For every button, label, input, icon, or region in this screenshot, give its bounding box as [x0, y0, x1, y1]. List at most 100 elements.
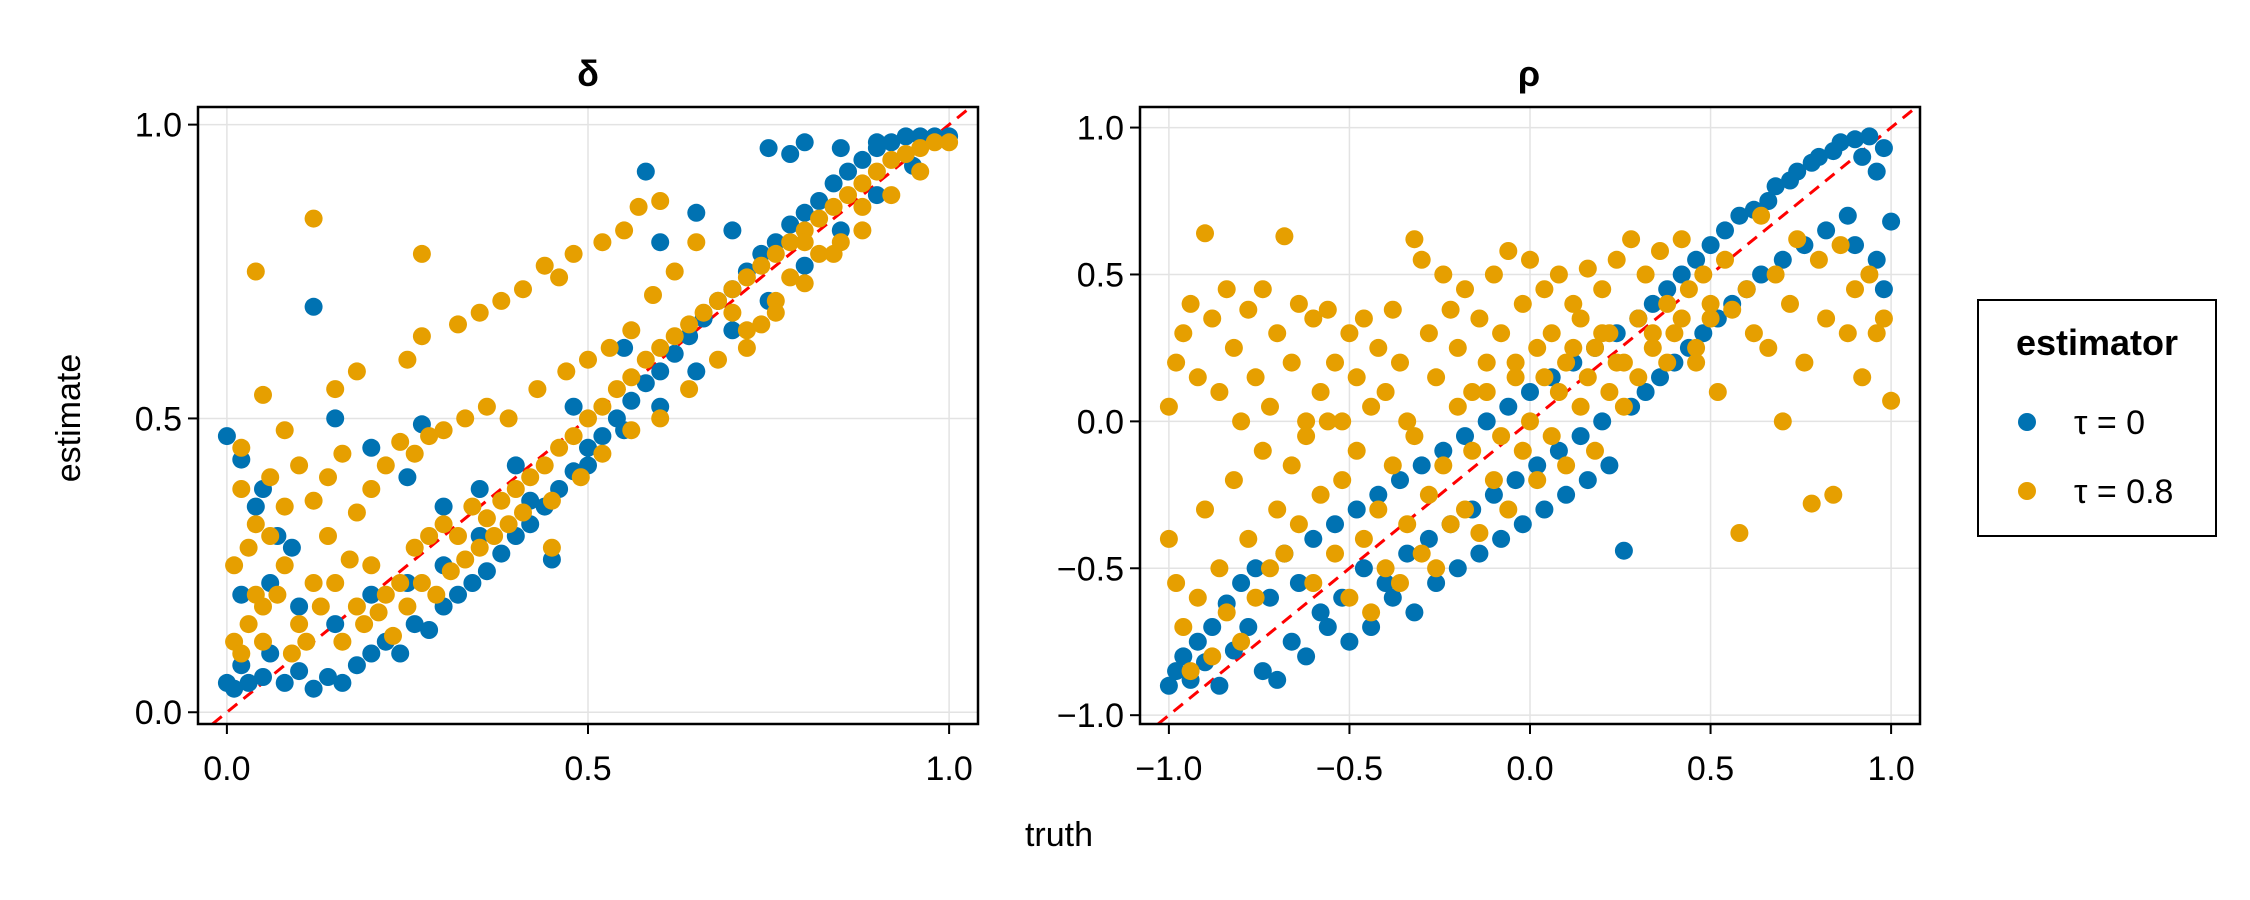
point-delta-s1-138 — [737, 321, 756, 340]
point-delta-s1-126 — [470, 538, 489, 557]
point-rho-s1-56 — [1564, 294, 1583, 313]
point-rho-s1-14 — [1261, 397, 1279, 416]
point-rho-s0-6 — [1203, 618, 1222, 636]
point-delta-s1-41 — [781, 233, 800, 252]
point-rho-s1-111 — [1232, 632, 1251, 651]
point-delta-s1-64 — [492, 291, 511, 310]
point-delta-s0-28 — [593, 427, 612, 446]
point-rho-s0-49 — [1513, 515, 1532, 534]
point-delta-s1-27 — [579, 409, 597, 428]
point-rho-s1-33 — [1398, 412, 1417, 431]
point-rho-s0-100 — [1882, 212, 1901, 231]
point-rho-s1-79 — [1730, 524, 1749, 542]
point-delta-s0-33 — [665, 344, 684, 363]
point-delta-s0-19 — [463, 574, 482, 592]
point-delta-s1-33 — [665, 327, 684, 346]
point-delta-s1-98 — [405, 444, 424, 463]
point-rho-s1-8 — [1217, 280, 1236, 299]
point-rho-s1-108 — [1210, 559, 1229, 578]
point-rho-s0-93 — [1831, 133, 1850, 152]
point-delta-s1-76 — [709, 291, 727, 310]
point-rho-s1-105 — [1188, 588, 1207, 607]
point-rho-s1-92 — [1824, 485, 1843, 504]
point-delta-s0-6 — [275, 673, 294, 692]
point-delta-s1-105 — [557, 362, 576, 381]
point-rho-s1-155 — [1549, 383, 1568, 401]
point-rho-s1-169 — [1687, 338, 1706, 357]
point-delta-s0-74 — [759, 139, 778, 158]
point-rho-s0-43 — [1470, 544, 1489, 563]
point-rho-s1-116 — [1268, 500, 1287, 519]
legend-label-tau-0-8: τ = 0.8 — [2074, 473, 2173, 511]
point-delta-s0-1 — [225, 679, 244, 698]
x-tick-label-rho-2: 0.0 — [1506, 750, 1553, 788]
point-delta-s1-49 — [896, 145, 915, 163]
point-rho-s1-27 — [1354, 309, 1373, 328]
point-delta-s1-25 — [550, 438, 569, 457]
point-delta-s1-104 — [528, 380, 547, 399]
point-rho-s1-143 — [1463, 441, 1482, 460]
point-rho-s1-145 — [1477, 383, 1496, 401]
point-rho-s0-19 — [1297, 647, 1316, 666]
point-rho-s1-17 — [1282, 353, 1301, 372]
point-rho-s0-30 — [1376, 574, 1395, 592]
point-delta-s1-125 — [456, 550, 475, 569]
point-rho-s1-18 — [1289, 294, 1308, 313]
points-rho — [1159, 127, 1901, 695]
point-rho-s1-150 — [1513, 441, 1532, 460]
point-rho-s1-165 — [1629, 368, 1648, 387]
panel-title-rho: ρ — [1518, 53, 1540, 94]
point-rho-s0-23 — [1326, 515, 1344, 534]
point-delta-s1-114 — [297, 632, 316, 651]
point-rho-s0-29 — [1369, 485, 1388, 504]
point-rho-s1-57 — [1571, 309, 1590, 328]
point-delta-s1-29 — [607, 380, 626, 399]
point-rho-s1-121 — [1304, 574, 1323, 592]
point-rho-s1-122 — [1311, 485, 1330, 504]
point-delta-s1-52 — [246, 262, 265, 281]
point-delta-s1-51 — [925, 133, 944, 152]
point-rho-s1-76 — [1708, 383, 1727, 401]
y-axis-label: estimate — [50, 354, 88, 483]
point-rho-s1-153 — [1535, 368, 1554, 387]
point-delta-s1-118 — [355, 615, 374, 634]
point-delta-s1-13 — [376, 585, 395, 604]
point-rho-s1-21 — [1311, 383, 1330, 401]
point-delta-s0-71 — [651, 233, 670, 252]
point-delta-s1-72 — [651, 192, 670, 210]
x-tick-label-rho-0: −1.0 — [1135, 750, 1202, 788]
point-delta-s0-43 — [810, 192, 829, 210]
point-rho-s0-52 — [1535, 500, 1554, 519]
point-delta-s1-1 — [232, 644, 251, 663]
point-delta-s0-78 — [867, 133, 886, 152]
point-delta-s1-131 — [571, 468, 590, 487]
point-rho-s1-154 — [1542, 427, 1561, 446]
point-rho-s1-161 — [1593, 324, 1612, 343]
point-rho-s1-58 — [1578, 259, 1597, 278]
legend-marker-tau-0 — [2018, 413, 2036, 431]
point-rho-s0-46 — [1492, 529, 1511, 548]
point-delta-s0-32 — [651, 362, 670, 381]
point-rho-s1-95 — [1846, 280, 1864, 299]
point-delta-s1-34 — [680, 315, 699, 334]
point-delta-s1-86 — [232, 480, 251, 498]
point-rho-s1-62 — [1607, 250, 1626, 269]
point-delta-s1-142 — [853, 221, 872, 240]
point-rho-s1-157 — [1564, 338, 1583, 357]
point-rho-s1-103 — [1174, 618, 1193, 636]
point-delta-s1-124 — [441, 562, 460, 581]
point-rho-s1-71 — [1672, 230, 1691, 249]
point-rho-s1-20 — [1304, 309, 1323, 328]
point-delta-s1-48 — [882, 150, 901, 169]
point-rho-s1-59 — [1586, 338, 1604, 357]
point-delta-s1-37 — [723, 280, 742, 299]
point-delta-s0-94 — [795, 256, 814, 275]
point-delta-s1-6 — [275, 556, 294, 575]
point-rho-s1-110 — [1224, 471, 1243, 490]
point-rho-s1-67 — [1643, 338, 1662, 357]
point-rho-s1-16 — [1275, 227, 1294, 246]
point-delta-s0-82 — [326, 615, 345, 634]
point-delta-s1-82 — [795, 233, 814, 252]
point-rho-s0-20 — [1304, 529, 1323, 548]
